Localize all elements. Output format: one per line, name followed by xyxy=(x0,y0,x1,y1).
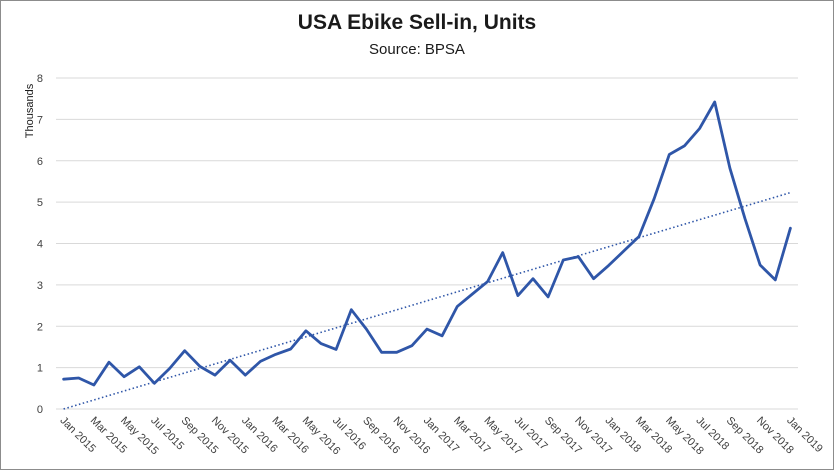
sell-in-line xyxy=(62,100,792,387)
linear-trendline xyxy=(63,191,791,410)
y-tick-label: 7 xyxy=(37,114,43,126)
y-axis-ticks: 0 1 2 3 4 5 6 7 8 xyxy=(37,73,43,416)
y-tick-label: 8 xyxy=(37,73,43,85)
gridlines xyxy=(56,77,798,410)
y-tick-label: 2 xyxy=(37,321,43,333)
chart-title: USA Ebike Sell-in, Units xyxy=(297,11,537,34)
trendline xyxy=(63,191,791,410)
y-tick-label: 6 xyxy=(37,156,43,168)
y-tick-label: 3 xyxy=(37,280,43,292)
y-tick-label: 0 xyxy=(37,404,43,416)
y-tick-label: 5 xyxy=(37,197,43,209)
y-axis-label: Thousands xyxy=(24,83,36,138)
chart-subtitle: Source: BPSA xyxy=(369,41,465,58)
series-line xyxy=(62,100,792,387)
y-tick-label: 4 xyxy=(37,239,43,251)
y-tick-label: 1 xyxy=(37,363,43,375)
